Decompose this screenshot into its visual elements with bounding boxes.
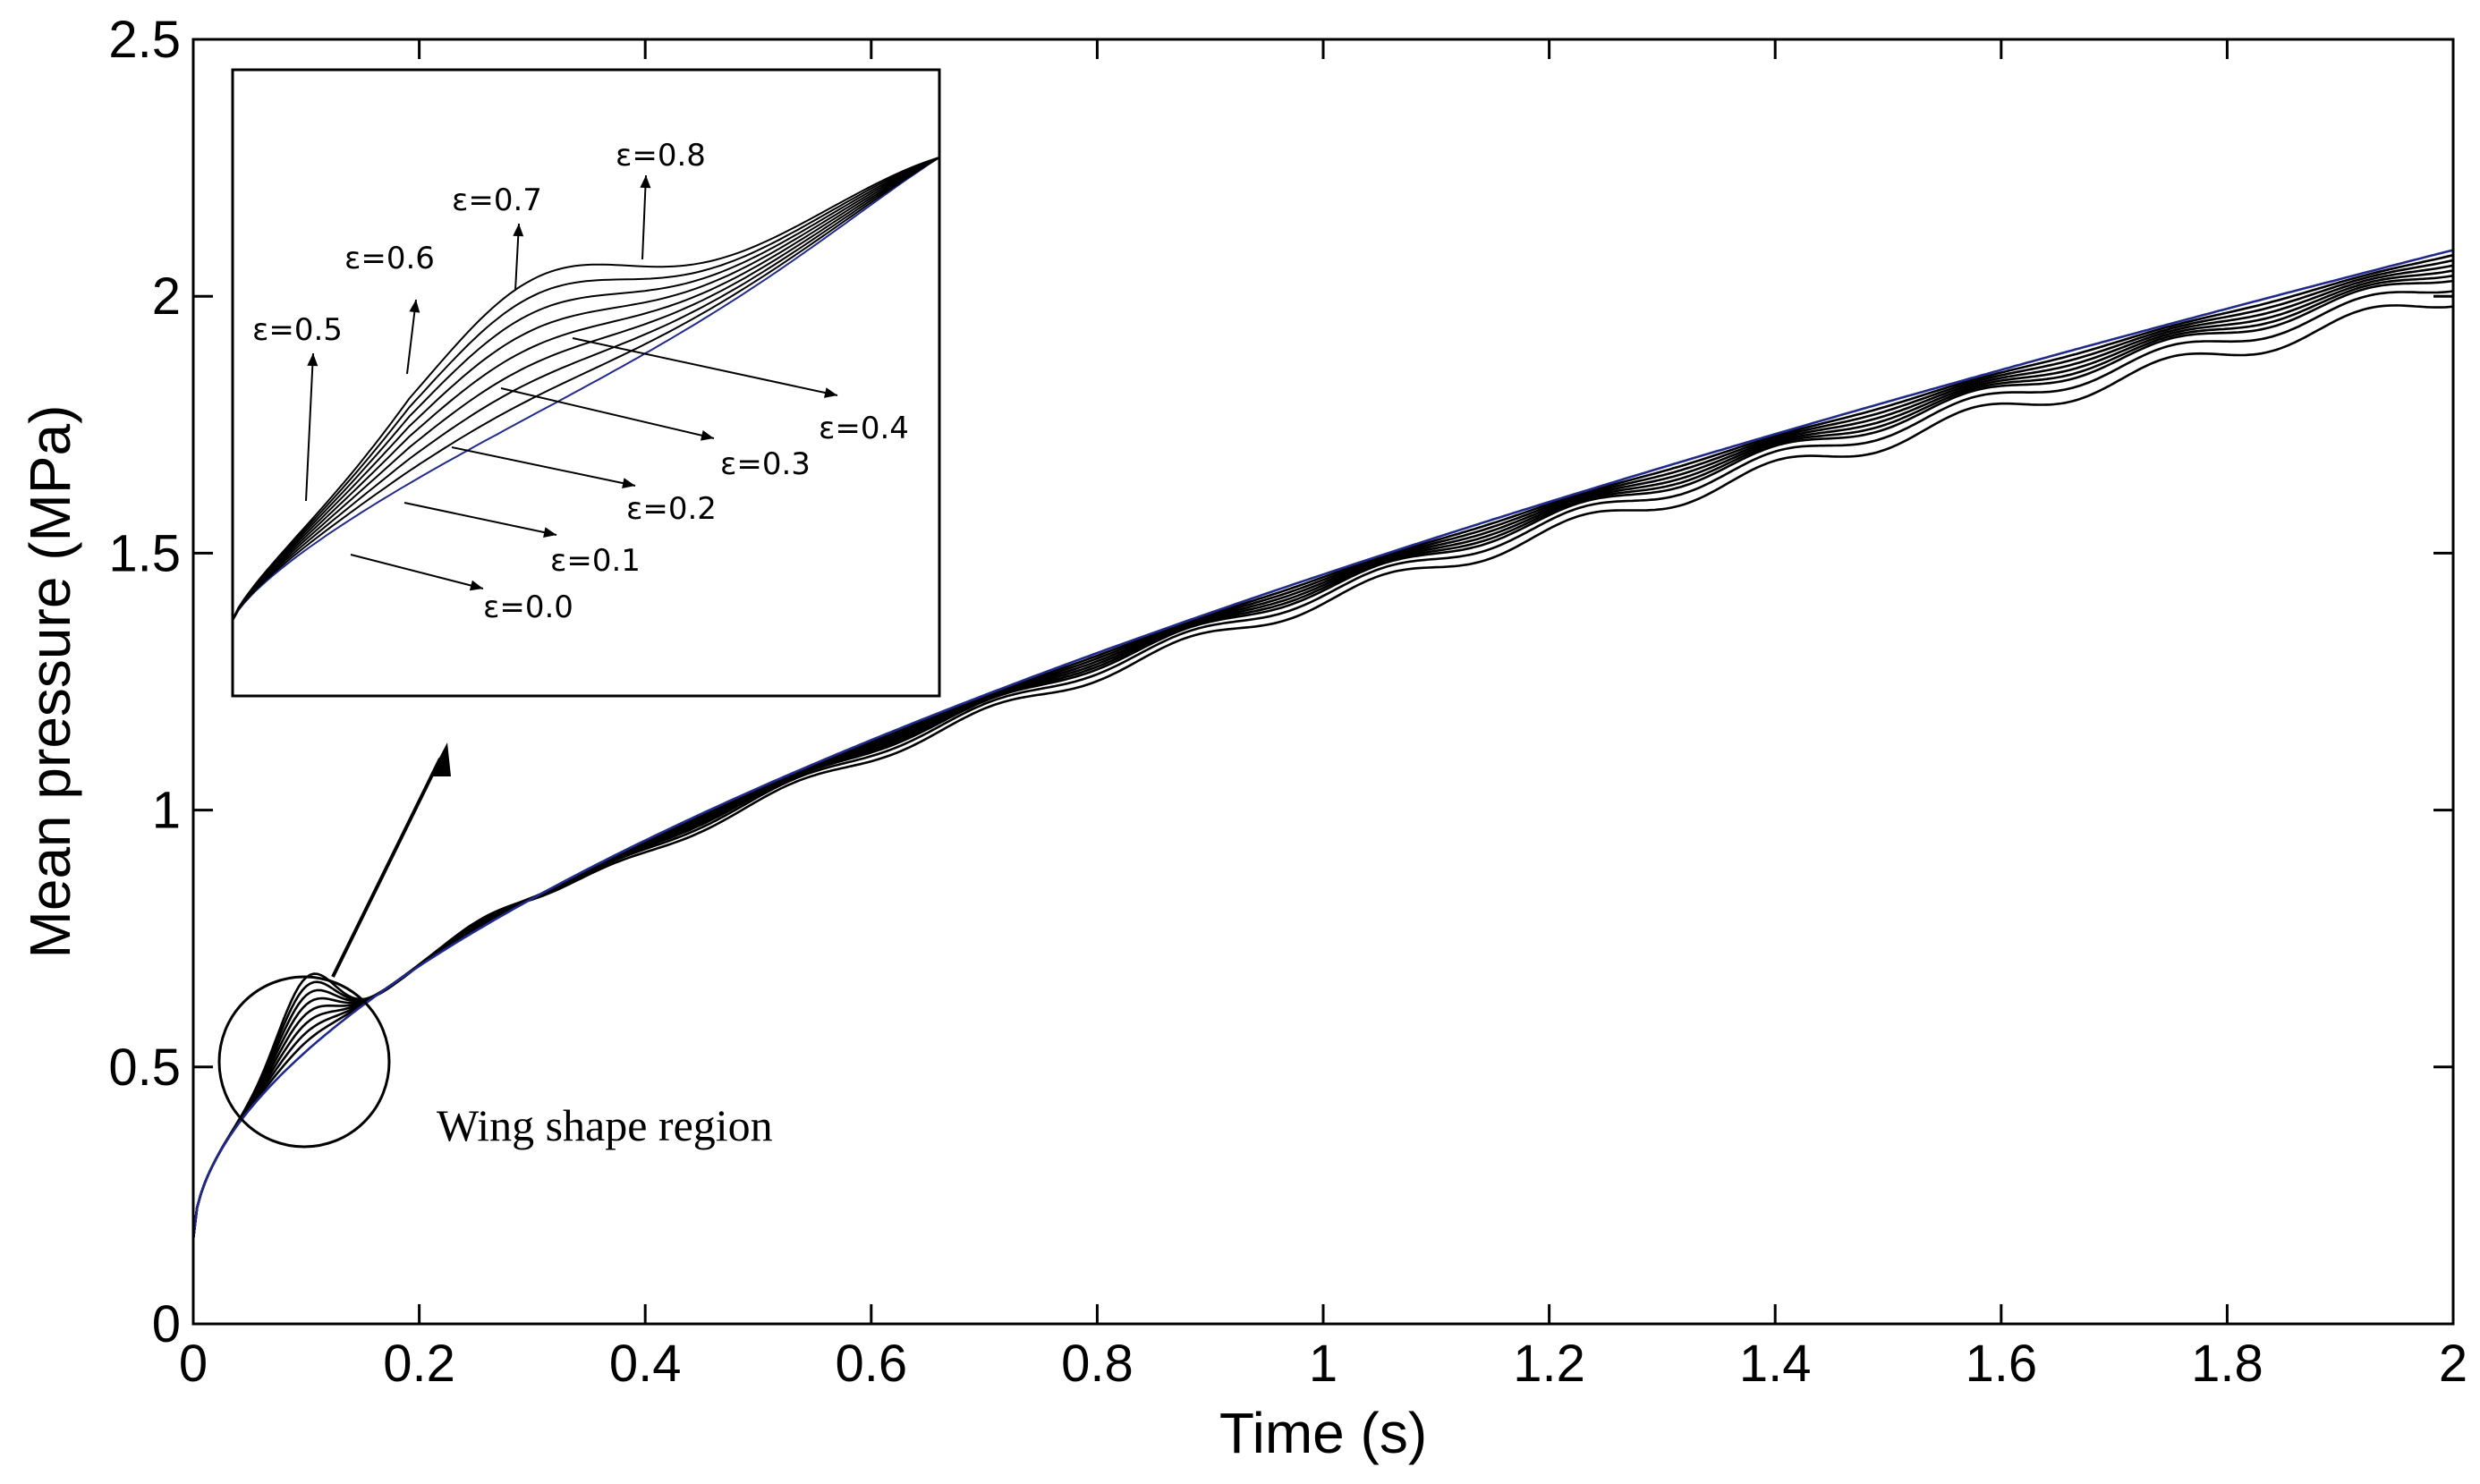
y-tick-label: 2.5 — [108, 11, 181, 69]
inset-arrow-head — [543, 527, 556, 538]
inset-arrow — [641, 174, 647, 260]
x-axis-title: Time (s) — [1219, 1401, 1427, 1465]
inset-line-eps-0 — [232, 157, 940, 622]
wing-shape-region-circle — [217, 975, 391, 1149]
inset-zoom-panel: ε=0.8 ε=0.7 ε=0.6 ε=0.5 ε=0.4ε=0.3ε=0.2 ε=0.1… — [231, 68, 941, 698]
y-tick-label: 1.5 — [108, 524, 181, 582]
inset-label-eps: ε=0.7 — [452, 182, 542, 218]
inset-label-eps: ε=0.2 — [626, 491, 717, 527]
inset-label-eps: ε=0.4 — [819, 411, 909, 446]
inset-arrow — [403, 502, 557, 536]
x-tick-label: 1 — [1309, 1335, 1338, 1393]
inset-label-eps: ε=0.3 — [720, 446, 811, 482]
inset-arrow-head — [640, 175, 651, 189]
inset-label-eps: ε=0.1 — [550, 543, 641, 579]
series-layer — [191, 249, 2454, 1240]
inset-arrow-head — [307, 353, 318, 367]
inset-arrow — [572, 337, 838, 396]
inset-background — [233, 70, 939, 696]
inset-arrow-head — [409, 300, 420, 313]
series-line-eps-0.8 — [191, 304, 2454, 1240]
y-tick-label: 0.5 — [108, 1039, 181, 1097]
inset-label-eps: ε=0.6 — [344, 241, 435, 276]
inset-label-eps: ε=0.5 — [252, 312, 343, 348]
inset-line-eps-0.6 — [232, 157, 940, 621]
inset-line-eps-0.1 — [232, 157, 940, 622]
inset-arrow-head — [701, 430, 714, 441]
inset-frame — [231, 68, 941, 698]
x-tick-label: 2 — [2439, 1335, 2467, 1393]
inset-line-eps-0.2 — [232, 157, 940, 621]
y-tick-label: 1 — [152, 782, 181, 840]
inset-arrow-head — [469, 580, 483, 591]
inset-arrow — [305, 352, 314, 502]
x-tick-label: 1.2 — [1513, 1335, 1585, 1393]
tick-layer: 0 0.2 0.4 0.6 0.8 1 1.2 1.4 1.6 1.8 2 0 0.5 1 1.5 2 2.5 — [108, 11, 2467, 1393]
zoom-arrow — [331, 758, 442, 978]
inset-label-eps: ε=0.0 — [483, 589, 573, 625]
inset-line-eps-0.3 — [232, 157, 940, 621]
inset-arrow — [500, 387, 715, 439]
inset-arrow-head — [824, 387, 837, 398]
inset-line-eps-0.4 — [232, 157, 940, 621]
x-tick-label: 0.8 — [1061, 1335, 1134, 1393]
inset-labels: ε=0.8 ε=0.7 ε=0.6 ε=0.5 ε=0.4ε=0.3ε=0.2 ε=0.1… — [252, 138, 909, 625]
inset-label-eps: ε=0.8 — [616, 138, 706, 174]
inset-line-eps-0.7 — [232, 157, 940, 621]
y-tick-label: 0 — [152, 1295, 181, 1353]
y-axis-title: Mean pressure (MPa) — [18, 405, 82, 959]
inset-arrow-head — [513, 224, 524, 237]
y-tick-label: 2 — [152, 267, 181, 326]
inset-arrow-head — [622, 478, 635, 488]
inset-curves — [232, 157, 940, 622]
x-tick-label: 1.8 — [2191, 1335, 2263, 1393]
inset-line-eps-0.8 — [232, 157, 940, 621]
inset-line-eps-0.5 — [232, 157, 940, 621]
zoom-arrow-head — [429, 742, 451, 776]
inset-arrow — [451, 446, 636, 487]
x-tick-label: 0.4 — [609, 1335, 682, 1393]
x-tick-label: 0 — [179, 1335, 208, 1393]
series-line-eps-0 — [191, 249, 2454, 1240]
x-tick-label: 1.6 — [1965, 1335, 2037, 1393]
wing-shape-region-label: Wing shape region — [437, 1100, 773, 1150]
inset-arrow — [350, 554, 484, 589]
x-tick-label: 1.4 — [1739, 1335, 1812, 1393]
x-tick-label: 0.2 — [383, 1335, 455, 1393]
x-tick-label: 0.6 — [835, 1335, 907, 1393]
